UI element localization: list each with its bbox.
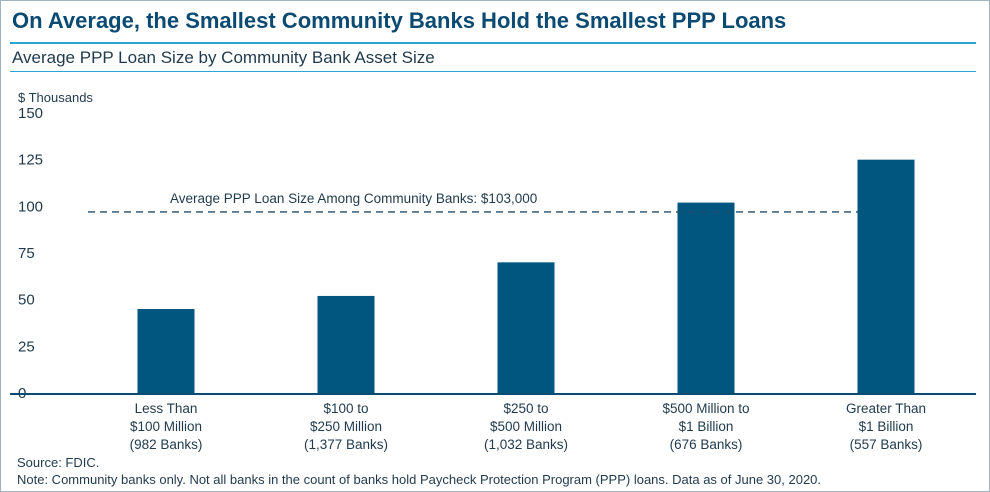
y-tick-label: 50 [18, 292, 35, 309]
y-tick-label: 150 [18, 105, 43, 122]
chart-title: On Average, the Smallest Community Banks… [12, 8, 787, 33]
y-tick-label: 125 [18, 152, 43, 169]
x-tick-label: $250 Million [310, 419, 382, 434]
x-tick-label: Greater Than [846, 401, 926, 416]
x-tick-label: (1,377 Banks) [304, 437, 388, 452]
y-tick-label: 100 [18, 198, 43, 215]
bar [677, 202, 735, 393]
y-tick-label: 75 [18, 245, 35, 262]
x-tick-label: $500 Million to [662, 401, 749, 416]
source-note: Source: FDIC. [17, 455, 100, 470]
reference-line-label: Average PPP Loan Size Among Community Ba… [170, 191, 537, 206]
bar [137, 309, 195, 393]
bar [857, 159, 915, 393]
subtitle-rule [10, 71, 976, 72]
footnote: Note: Community banks only. Not all bank… [17, 472, 822, 487]
x-tick-label: $1 Billion [679, 419, 734, 434]
x-tick-label: $500 Million [490, 419, 562, 434]
x-tick-label: $1 Billion [859, 419, 914, 434]
x-tick-label: Less Than [135, 401, 198, 416]
x-tick-label: $100 Million [130, 419, 202, 434]
x-tick-label: (982 Banks) [130, 437, 203, 452]
x-tick-label: $100 to [323, 401, 368, 416]
title-rule [10, 42, 976, 44]
x-tick-label: (557 Banks) [850, 437, 923, 452]
chart-subtitle: Average PPP Loan Size by Community Bank … [12, 48, 435, 67]
x-tick-label: $250 to [503, 401, 548, 416]
y-axis-label: $ Thousands [18, 90, 93, 105]
bar [497, 262, 555, 393]
bar [317, 295, 375, 393]
x-tick-label: (1,032 Banks) [484, 437, 568, 452]
x-tick-label: (676 Banks) [670, 437, 743, 452]
y-tick-label: 25 [18, 338, 35, 355]
